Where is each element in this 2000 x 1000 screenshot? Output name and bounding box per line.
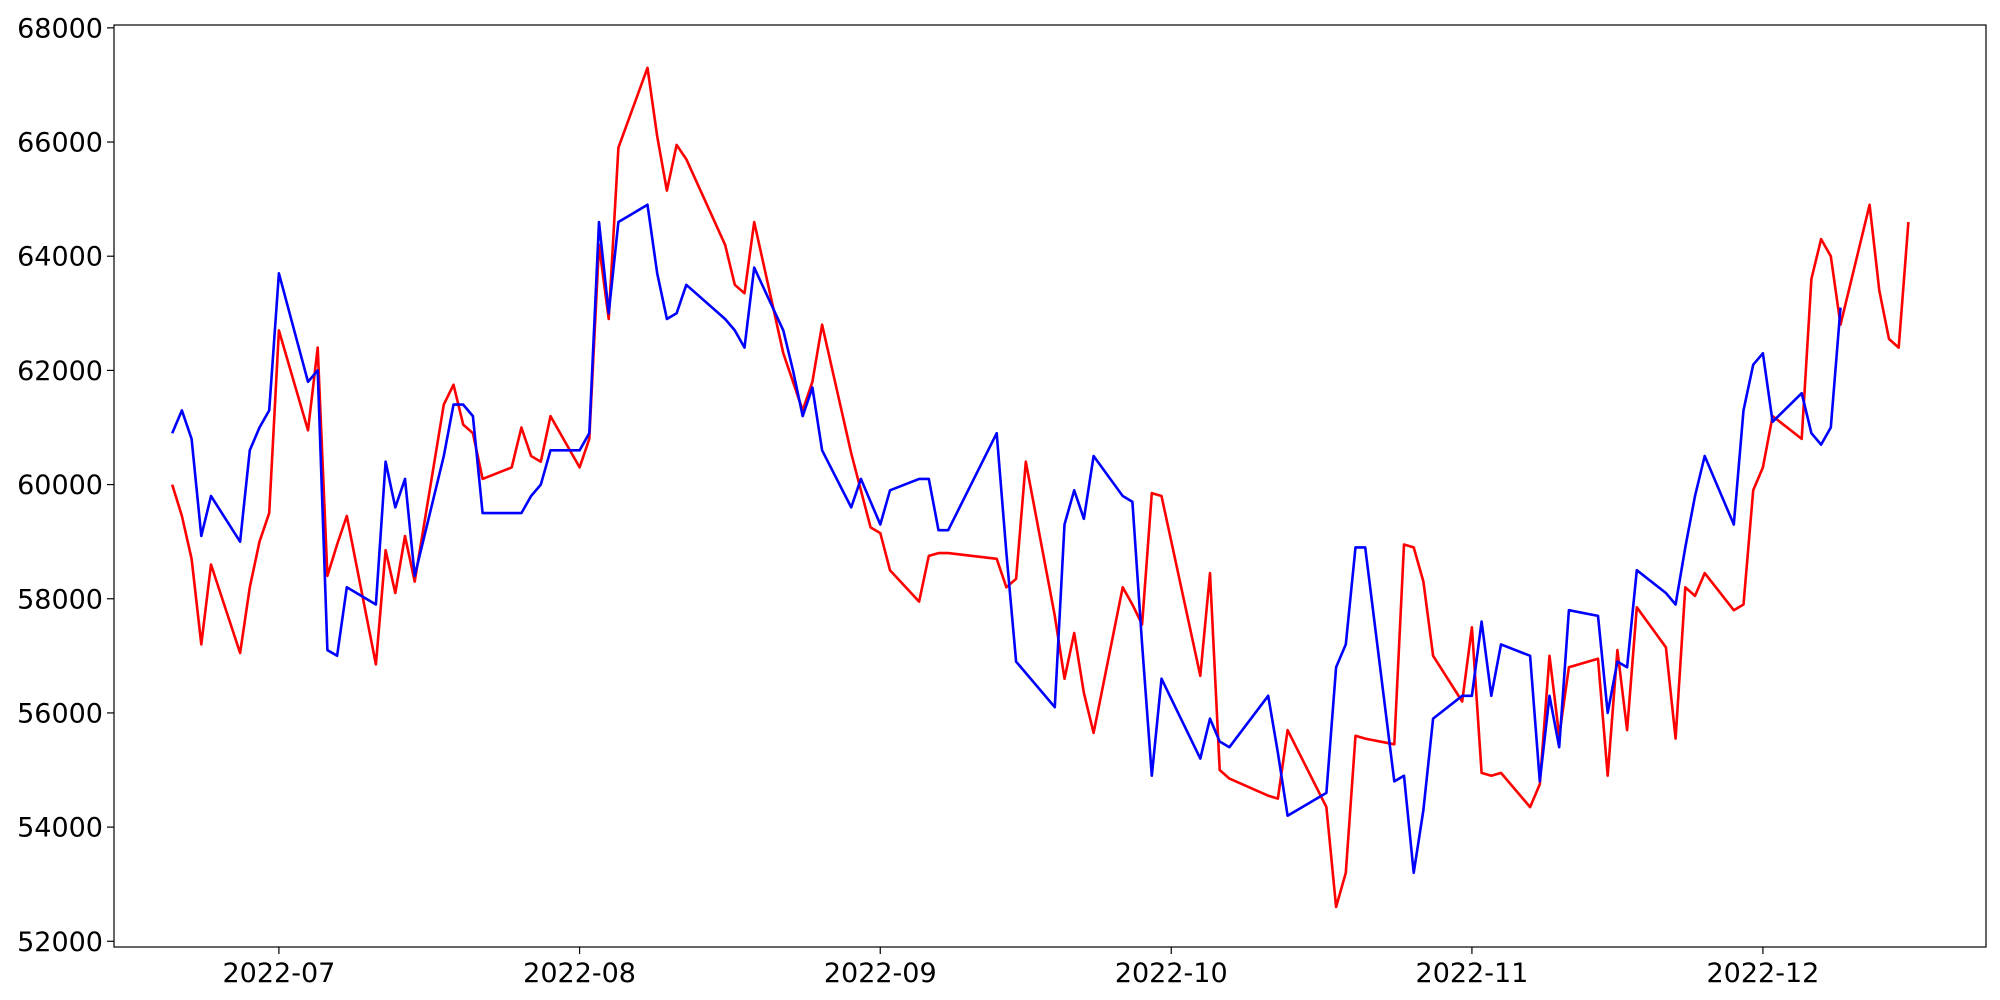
y-tick-label: 54000 — [17, 813, 103, 844]
x-tick-label: 2022-10 — [1115, 958, 1228, 989]
plot-frame — [113, 24, 1987, 948]
series-line-1 — [170, 66, 1910, 909]
y-tick-label: 68000 — [17, 13, 103, 44]
x-tick-label: 2022-11 — [1416, 958, 1529, 989]
y-axis-ticks: 52000 54000 56000 58000 60000 62000 64000 66000… — [17, 13, 114, 958]
series-line-2 — [171, 203, 1842, 875]
x-axis-ticks: 2022-07 2022-08 2022-09 2022-10 2022-11 2022-… — [222, 947, 1819, 989]
y-tick-label: 52000 — [17, 927, 103, 958]
x-tick-label: 2022-12 — [1707, 958, 1820, 989]
x-tick-label: 2022-08 — [523, 958, 636, 989]
plot-area — [114, 25, 1986, 947]
y-tick-label: 60000 — [17, 470, 103, 501]
x-tick-label: 2022-09 — [824, 958, 937, 989]
series-layer — [170, 66, 1910, 909]
y-tick-label: 58000 — [17, 584, 103, 615]
x-tick-label: 2022-07 — [222, 958, 335, 989]
y-tick-label: 62000 — [17, 356, 103, 387]
y-tick-label: 56000 — [17, 698, 103, 729]
y-tick-label: 66000 — [17, 128, 103, 159]
y-tick-label: 64000 — [17, 242, 103, 273]
